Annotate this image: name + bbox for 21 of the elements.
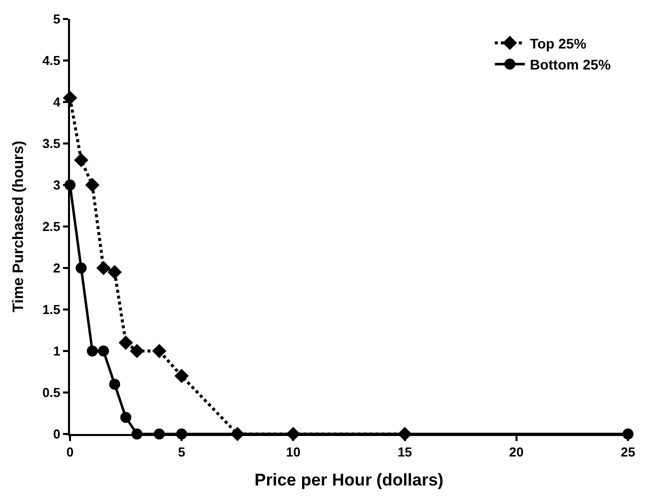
y-axis-title: Time Purchased (hours) <box>10 140 28 312</box>
legend-label: Top 25% <box>530 35 587 52</box>
x-tick-label: 15 <box>398 444 412 460</box>
y-tick-label: 0 <box>53 426 60 442</box>
x-tick-label: 10 <box>286 444 300 460</box>
y-tick-label: 4.5 <box>42 53 60 68</box>
x-tick-label: 5 <box>178 444 186 460</box>
y-tick-label: 2 <box>53 260 60 276</box>
y-tick-label: 4 <box>53 94 62 110</box>
x-tick-label: 0 <box>66 444 74 460</box>
y-tick-label: 2.5 <box>42 219 60 234</box>
legend-label: Bottom 25% <box>530 56 612 73</box>
y-tick-label: 3 <box>53 178 60 193</box>
y-tick-label: 5 <box>53 12 60 27</box>
x-axis-title: Price per Hour (dollars) <box>254 470 444 490</box>
y-tick-label: 0.5 <box>42 385 60 400</box>
x-tick-label: 20 <box>509 444 524 460</box>
y-tick-label: 3.5 <box>42 136 60 152</box>
x-tick-label: 25 <box>620 444 636 460</box>
y-tick-label: 1.5 <box>42 302 60 318</box>
y-tick-label: 1 <box>53 344 60 359</box>
